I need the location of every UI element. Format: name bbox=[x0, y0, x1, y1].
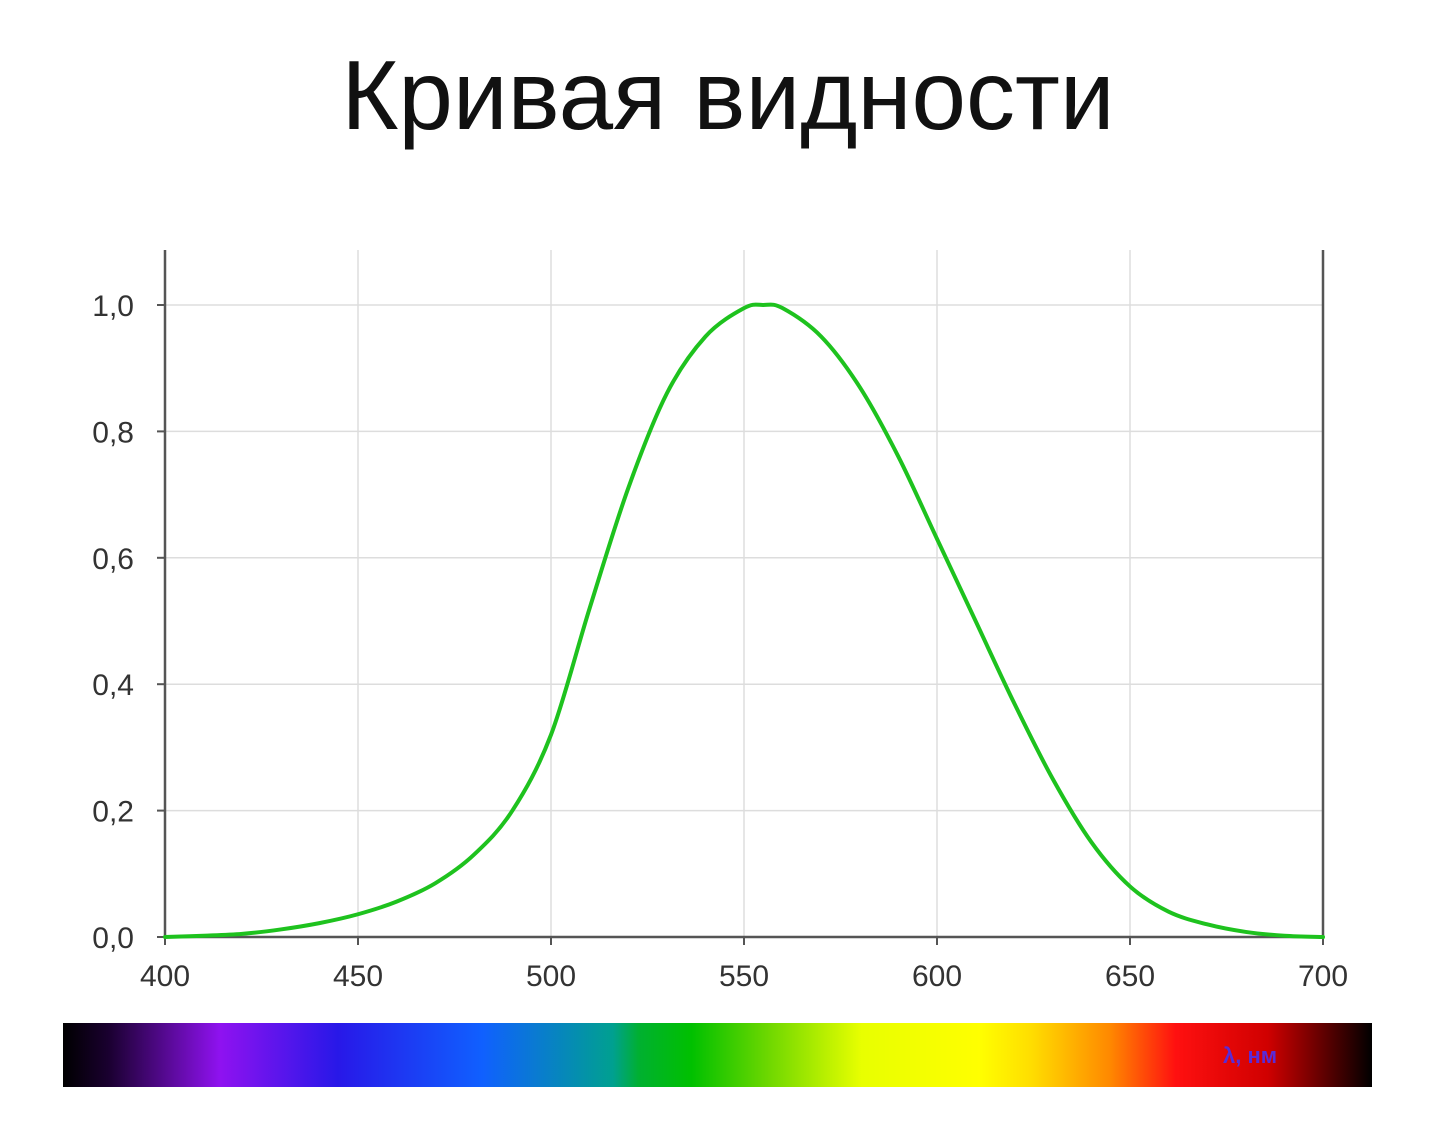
y-tick-label-3: 0,6 bbox=[92, 543, 134, 576]
y-tick-label-0: 0,0 bbox=[92, 922, 134, 955]
spectrum-unit-label: λ, нм bbox=[1223, 1043, 1277, 1068]
x-tick-label-2: 500 bbox=[526, 960, 576, 993]
y-tick-label-4: 0,8 bbox=[92, 416, 134, 449]
x-tick-label-5: 650 bbox=[1105, 960, 1155, 993]
x-tick-label-6: 700 bbox=[1298, 960, 1348, 993]
x-tick-label-1: 450 bbox=[333, 960, 383, 993]
page-title: Кривая видности bbox=[341, 40, 1115, 150]
x-tick-label-3: 550 bbox=[719, 960, 769, 993]
y-tick-label-2: 0,4 bbox=[92, 669, 134, 702]
x-tick-label-4: 600 bbox=[912, 960, 962, 993]
x-tick-label-0: 400 bbox=[140, 960, 190, 993]
visibility-curve bbox=[163, 302, 1325, 939]
y-tick-label-5: 1,0 bbox=[92, 290, 134, 323]
y-tick-label-1: 0,2 bbox=[92, 796, 134, 829]
spectrum-bar bbox=[63, 1023, 1372, 1087]
